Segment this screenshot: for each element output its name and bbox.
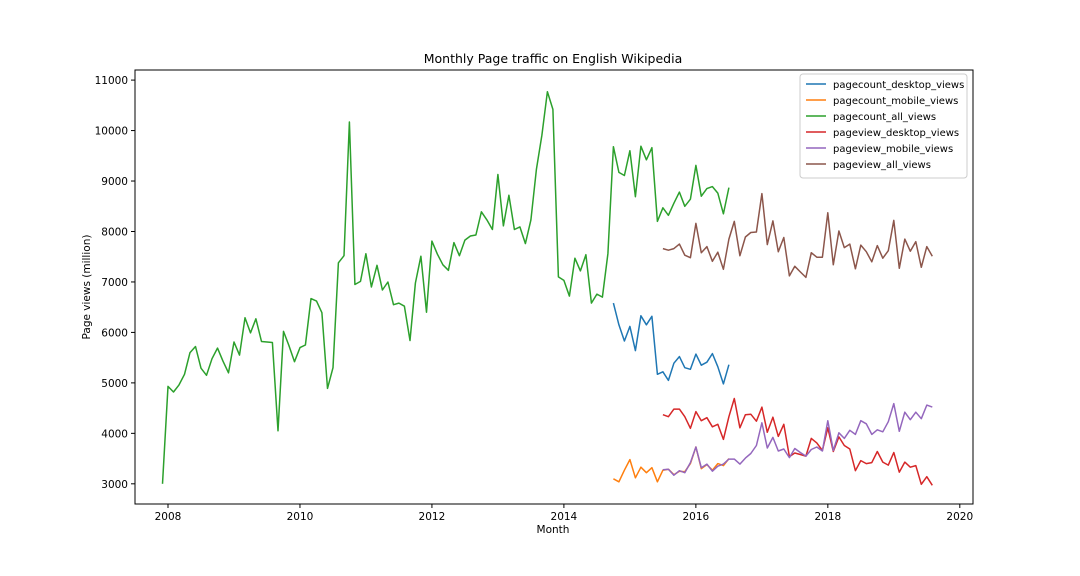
x-axis-label: Month [537, 524, 570, 536]
series-line-pagecount-desktop-views [612, 302, 730, 385]
legend-label: pagecount_mobile_views [833, 96, 958, 107]
legend-label: pageview_mobile_views [833, 144, 953, 155]
x-axis: 2008 2010 2012 2014 2016 2018 2020 [155, 504, 973, 523]
series-line-pagecount-all-views [161, 90, 730, 484]
legend-box [799, 73, 968, 179]
axes-frame [134, 69, 974, 505]
x-tick-label: 2018 [814, 511, 841, 523]
x-tick-label: 2008 [155, 511, 182, 523]
y-tick-label: 11000 [95, 75, 128, 87]
series-line-pageview-mobile-views [662, 402, 933, 476]
legend-label: pagecount_all_views [833, 112, 936, 123]
x-tick-label: 2010 [287, 511, 314, 523]
legend-label: pageview_all_views [833, 160, 931, 171]
x-tick-label: 2016 [682, 511, 709, 523]
y-tick-label: 4000 [101, 428, 128, 440]
y-tick-label: 10000 [95, 126, 128, 138]
y-axis: 3000 4000 5000 6000 7000 8000 9000 10000 11000 [95, 75, 135, 491]
x-tick-label: 2012 [419, 511, 446, 523]
y-tick-label: 8000 [101, 226, 128, 238]
series-line-pageview-desktop-views [662, 397, 933, 486]
x-tick-label: 2020 [946, 511, 973, 523]
y-tick-label: 5000 [101, 378, 128, 390]
chart-title: Monthly Page traffic on English Wikipedi… [424, 51, 683, 66]
legend-label: pagecount_desktop_views [833, 80, 964, 91]
y-tick-label: 3000 [101, 479, 128, 491]
y-tick-label: 7000 [101, 277, 128, 289]
series-line-pageview-all-views [662, 192, 933, 279]
legend-label: pageview_desktop_views [833, 128, 959, 139]
plot-area [161, 90, 933, 486]
y-axis-label: Page views (million) [81, 235, 93, 340]
x-tick-label: 2014 [551, 511, 578, 523]
y-tick-label: 6000 [101, 327, 128, 339]
y-tick-label: 9000 [101, 176, 128, 188]
legend: pagecount_desktop_views pagecount_mobile_… [799, 73, 968, 179]
